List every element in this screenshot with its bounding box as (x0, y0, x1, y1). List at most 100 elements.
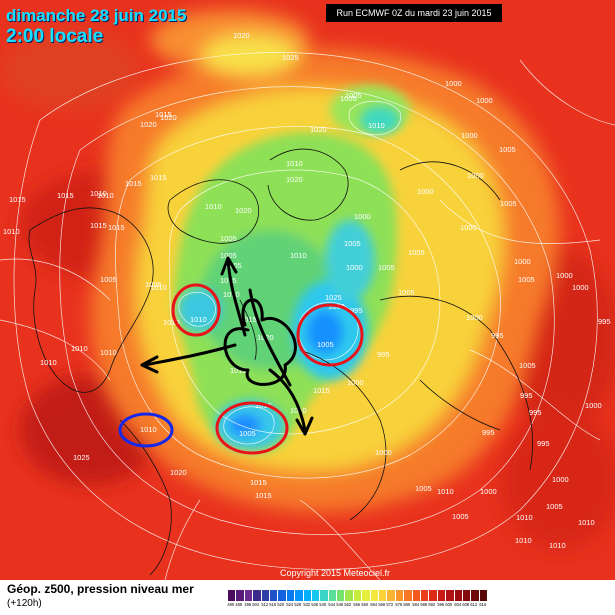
isobar-label: 1015 (150, 173, 167, 182)
scale-step: 612 (470, 590, 480, 610)
scale-label: 616 (479, 602, 486, 607)
scale-swatch (404, 590, 413, 601)
isobar-label: 1010 (71, 344, 88, 353)
scale-step: 520 (277, 590, 287, 610)
isobar-label: 1005 (345, 91, 362, 100)
scale-label: 604 (453, 602, 461, 607)
isobar-label: 1010 (163, 318, 180, 327)
scale-step: 592 (428, 590, 438, 610)
forecast-local-time: 2:00 locale (6, 26, 104, 47)
isobar-label: 1000 (572, 283, 589, 292)
arrow-southeast (268, 368, 307, 432)
scale-label: 576 (395, 602, 402, 607)
isobar-label: 1010 (40, 358, 57, 367)
isobar-label: 1015 (90, 221, 107, 230)
scale-swatch (286, 590, 296, 601)
scale-label: 588 (420, 602, 428, 607)
scale-step: 564 (370, 590, 380, 610)
isobar-label: 995 (377, 350, 390, 359)
scale-label: 532 (302, 602, 310, 607)
scale-label: 560 (361, 602, 369, 607)
low-marker-atlantic (215, 401, 289, 455)
scale-label: 488 (235, 602, 243, 607)
scale-swatch (429, 590, 438, 601)
z500-color-scale: 480 488 496 504 512 516 520 524 528 532 536 540 544 5… (227, 590, 489, 610)
scale-label: 480 (227, 602, 235, 607)
isobar-label: 1005 (340, 94, 357, 103)
isobar-label: 1010 (368, 121, 385, 130)
scale-step: 604 (453, 590, 463, 610)
scale-swatch (362, 590, 371, 601)
scale-label: 568 (378, 602, 386, 607)
scale-swatch (269, 590, 279, 601)
copyright: Copyright 2015 Meteociel.fr (280, 568, 391, 578)
isobar-label: 1020 (170, 468, 187, 477)
forecast-lead-time: (+120h) (7, 598, 42, 609)
coastlines (28, 148, 533, 576)
scale-swatch (454, 590, 463, 601)
scale-label: 528 (294, 602, 302, 607)
scale-swatch (236, 590, 245, 601)
scale-step: 576 (395, 590, 405, 610)
scale-step: 540 (319, 590, 329, 610)
scale-step: 548 (336, 590, 346, 610)
scale-swatch (228, 590, 237, 601)
scale-swatch (462, 590, 472, 601)
scale-label: 564 (370, 602, 377, 607)
scale-label: 596 (437, 602, 444, 607)
scale-label: 552 (344, 602, 352, 607)
isobar-label: 1020 (235, 206, 252, 215)
isobar-label: 995 (491, 331, 504, 340)
isobar-label: 1000 (476, 96, 493, 105)
isobar-label: 1000 (346, 263, 363, 272)
isobar-label: 1005 (344, 239, 361, 248)
isobar-label: 1005 (398, 288, 415, 297)
scale-swatch (446, 590, 455, 601)
scale-swatch (412, 590, 421, 601)
scale-swatch (437, 590, 447, 601)
isobar-label: 1005 (546, 502, 563, 511)
isobar-label: 1015 (9, 195, 26, 204)
scale-step: 568 (378, 590, 388, 610)
arrow-lobes (223, 298, 297, 386)
low-marker-canada (171, 283, 221, 337)
isobar-label: 1010 (3, 227, 20, 236)
scale-step: 536 (311, 590, 321, 610)
isobar-label: 1020 (286, 175, 303, 184)
scale-label: 496 (244, 602, 251, 607)
isobar-label: 1000 (354, 212, 371, 221)
scale-label: 572 (386, 602, 394, 607)
scale-label: 524 (286, 602, 293, 607)
scale-step: 596 (437, 590, 447, 610)
scale-step: 512 (261, 590, 270, 610)
scale-step: 572 (386, 590, 396, 610)
scale-swatch (420, 590, 430, 601)
scale-step: 608 (462, 590, 472, 610)
scale-label: 592 (428, 602, 436, 607)
model-run-info: Run ECMWF 0Z du mardi 23 juin 2015 (326, 4, 502, 22)
scale-step: 616 (479, 590, 489, 610)
isobar-label: 1015 (230, 366, 247, 375)
low-marker-east (296, 303, 364, 367)
scale-label: 600 (445, 602, 453, 607)
isobar-label: 1005 (378, 263, 395, 272)
isobar-label: 1005 (452, 512, 469, 521)
scale-step: 524 (286, 590, 296, 610)
scale-label: 520 (277, 602, 285, 607)
scale-label: 584 (411, 602, 419, 607)
scale-step: 560 (361, 590, 371, 610)
isobar-label: 1010 (290, 251, 307, 260)
scale-label: 612 (470, 602, 478, 607)
scale-label: 540 (319, 602, 327, 607)
arrow-north (226, 258, 247, 337)
isobar-label: 995 (529, 408, 542, 417)
isobar-label: 1010 (150, 283, 167, 292)
isobar-label: 995 (537, 439, 550, 448)
scale-label: 536 (311, 602, 319, 607)
isobar-label: 1015 (255, 491, 272, 500)
isobar-label: 1015 (313, 386, 330, 395)
scale-label: 544 (328, 602, 335, 607)
isobar-label: 1000 (417, 187, 434, 196)
isobar-label: 1020 (233, 31, 250, 40)
scale-swatch (295, 590, 304, 601)
